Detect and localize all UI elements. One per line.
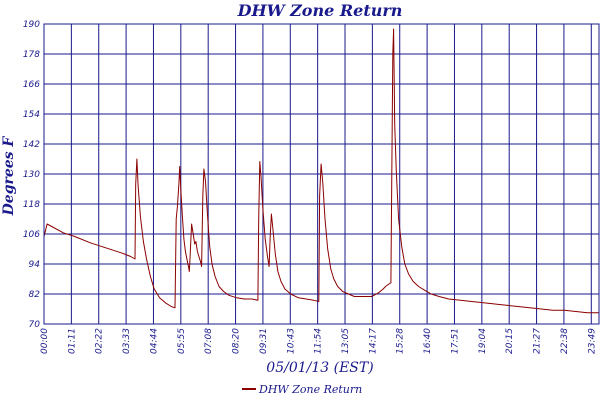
series-layer [43,28,599,314]
x-tick-label: 05:55 [177,328,187,354]
grid-layer [43,23,599,325]
plot-frame [43,23,600,325]
y-axis-label: Degrees F [1,136,17,217]
x-tick-label: 20:15 [505,328,515,354]
y-tick-label: 130 [23,170,40,180]
y-tick-label: 118 [23,200,40,210]
x-tick-label: 01:11 [67,328,77,354]
x-tick-label: 00:00 [40,328,50,354]
series-line-dhw-zone-return [43,28,599,314]
x-tick-label: 03:33 [122,328,132,354]
x-tick-label: 04:44 [149,328,159,354]
x-tick-label: 14:17 [368,328,378,354]
x-tick-label: 16:40 [423,328,433,354]
legend-label: DHW Zone Return [258,383,362,396]
x-tick-label: 17:51 [450,328,460,354]
x-axis-label: 05/01/13 (EST) [266,360,373,376]
y-tick-label: 154 [23,110,40,120]
y-tick-label: 70 [29,320,41,330]
x-tick-label: 21:27 [533,328,543,354]
x-tick-label: 13:05 [341,328,351,354]
y-tick-label: 178 [23,50,40,60]
legend: DHW Zone Return [242,383,362,396]
y-tick-label: 82 [29,290,41,300]
x-tick-label: 22:38 [560,328,570,354]
x-tick-label: 02:22 [95,328,105,354]
x-tick-label: 19:04 [478,328,488,354]
x-tick-label: 09:31 [259,328,269,354]
chart-title: DHW Zone Return [237,1,403,20]
x-tick-label: 15:28 [396,328,406,354]
y-tick-label: 166 [23,80,40,90]
y-tick-label: 94 [29,260,41,270]
y-tick-label: 190 [23,20,40,30]
x-tick-label: 11:54 [314,328,324,354]
x-tick-label: 07:08 [204,328,214,354]
x-tick-label: 10:43 [286,328,296,354]
y-tick-label: 106 [23,230,40,240]
y-tick-label: 142 [23,140,40,150]
x-tick-labels: 00:00 01:11 02:22 03:33 04:44 05:55 07:08 08:20… [40,328,597,354]
y-tick-labels: 70 82 94 106 118 130 142 154 166 178 190 [23,20,40,330]
x-tick-label: 08:20 [232,328,242,354]
x-tick-label: 23:49 [587,328,597,354]
